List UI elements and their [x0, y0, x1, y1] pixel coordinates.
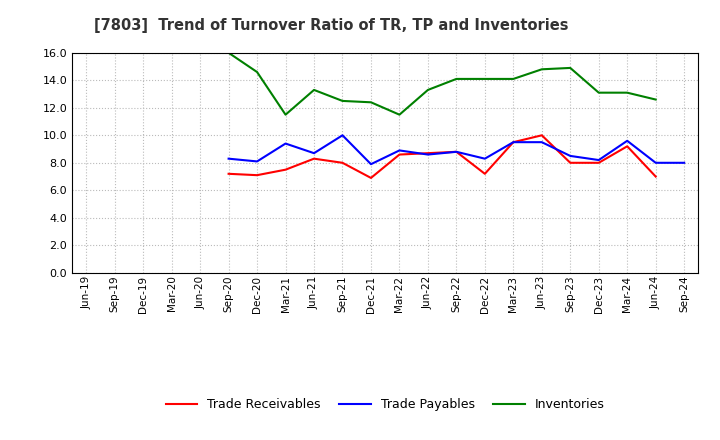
Trade Payables — [566, 153, 575, 158]
Trade Payables — [595, 158, 603, 163]
Trade Receivables — [253, 172, 261, 178]
Trade Receivables — [395, 152, 404, 157]
Trade Payables — [452, 149, 461, 154]
Inventories — [310, 87, 318, 92]
Inventories — [566, 65, 575, 70]
Trade Payables — [680, 160, 688, 165]
Inventories — [338, 98, 347, 103]
Trade Receivables — [423, 150, 432, 156]
Trade Payables — [652, 160, 660, 165]
Trade Payables — [395, 148, 404, 153]
Inventories — [537, 66, 546, 72]
Trade Receivables — [595, 160, 603, 165]
Inventories — [423, 87, 432, 92]
Inventories — [366, 99, 375, 105]
Inventories — [225, 50, 233, 55]
Trade Payables — [282, 141, 290, 146]
Trade Payables — [623, 138, 631, 143]
Trade Payables — [480, 156, 489, 161]
Inventories — [623, 90, 631, 95]
Inventories — [253, 70, 261, 75]
Line: Inventories: Inventories — [229, 53, 656, 115]
Trade Payables — [509, 139, 518, 145]
Trade Receivables — [282, 167, 290, 172]
Trade Receivables — [225, 171, 233, 176]
Trade Payables — [310, 150, 318, 156]
Inventories — [395, 112, 404, 117]
Inventories — [480, 76, 489, 81]
Trade Payables — [253, 159, 261, 164]
Trade Payables — [225, 156, 233, 161]
Trade Payables — [537, 139, 546, 145]
Trade Receivables — [623, 143, 631, 149]
Trade Payables — [366, 161, 375, 167]
Inventories — [652, 97, 660, 102]
Inventories — [509, 76, 518, 81]
Trade Payables — [423, 152, 432, 157]
Text: [7803]  Trend of Turnover Ratio of TR, TP and Inventories: [7803] Trend of Turnover Ratio of TR, TP… — [94, 18, 568, 33]
Inventories — [595, 90, 603, 95]
Trade Receivables — [509, 139, 518, 145]
Trade Receivables — [452, 149, 461, 154]
Trade Receivables — [480, 171, 489, 176]
Legend: Trade Receivables, Trade Payables, Inventories: Trade Receivables, Trade Payables, Inven… — [161, 393, 610, 416]
Line: Trade Payables: Trade Payables — [229, 135, 684, 164]
Trade Receivables — [652, 174, 660, 179]
Trade Receivables — [537, 132, 546, 138]
Inventories — [452, 76, 461, 81]
Trade Receivables — [338, 160, 347, 165]
Trade Payables — [338, 132, 347, 138]
Inventories — [282, 112, 290, 117]
Line: Trade Receivables: Trade Receivables — [229, 135, 656, 178]
Trade Receivables — [310, 156, 318, 161]
Trade Receivables — [566, 160, 575, 165]
Trade Receivables — [366, 175, 375, 180]
